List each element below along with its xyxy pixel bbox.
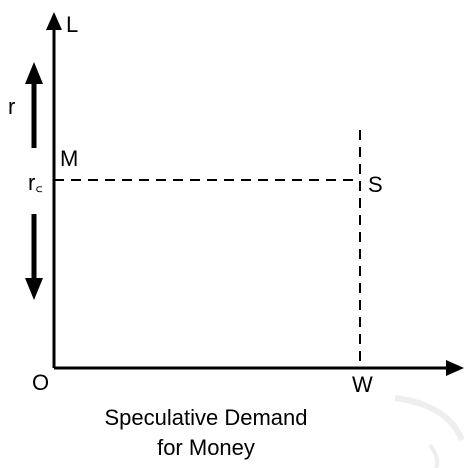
caption-line-2: for Money bbox=[157, 435, 255, 460]
critical-rate-label: r꜀ bbox=[28, 170, 43, 195]
rate-label: r bbox=[8, 94, 15, 119]
y-axis-label: L bbox=[66, 12, 78, 37]
rising-rate-arrow bbox=[25, 62, 43, 148]
origin-label: O bbox=[32, 370, 49, 395]
wealth-label: W bbox=[352, 372, 373, 397]
point-m-label: M bbox=[60, 146, 78, 171]
y-axis bbox=[46, 12, 62, 368]
watermark-arc bbox=[394, 395, 465, 468]
falling-rate-arrow bbox=[25, 214, 43, 300]
caption-line-1: Speculative Demand bbox=[104, 405, 307, 430]
x-axis bbox=[54, 360, 464, 376]
point-s-label: S bbox=[368, 172, 383, 197]
